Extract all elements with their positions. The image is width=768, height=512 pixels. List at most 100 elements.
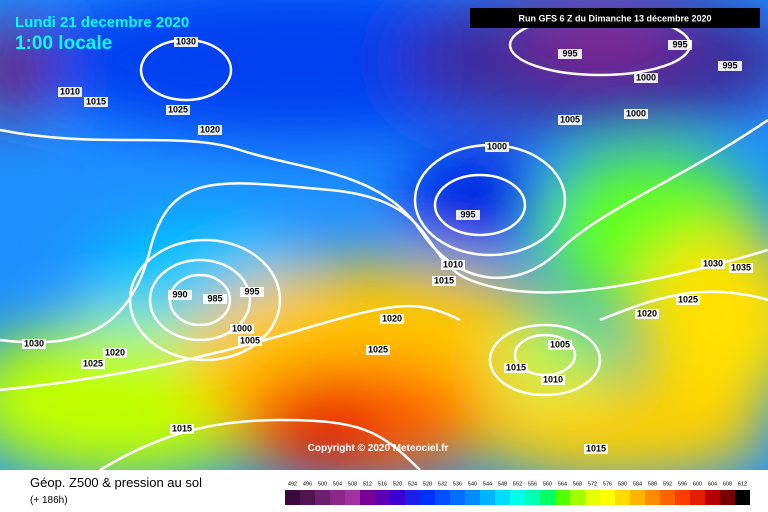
legend-swatch [285, 490, 300, 505]
isobar-label: 1020 [200, 124, 220, 134]
legend-swatch [675, 490, 690, 505]
legend-swatch [630, 490, 645, 505]
isobar-label-bg [168, 290, 192, 300]
legend-label: 576 [603, 481, 612, 487]
legend-swatch [450, 490, 465, 505]
isobar-label-bg [198, 125, 222, 135]
legend-label: 520 [393, 481, 402, 487]
legend-swatch [330, 490, 345, 505]
legend-label: 500 [318, 481, 327, 487]
header: Lundi 21 decembre 2020 1:00 locale Run G… [15, 8, 760, 454]
isobar-label-bg [366, 345, 390, 355]
legend-swatch [435, 490, 450, 505]
isobar-label-bg [456, 210, 480, 220]
isobar-label-bg [701, 259, 725, 269]
isobar-label: 995 [460, 209, 475, 219]
isobar-label: 1025 [168, 104, 188, 114]
legend-label: 564 [558, 481, 567, 487]
legend-label: 536 [453, 481, 462, 487]
isobar-label: 1010 [443, 259, 463, 269]
legend-swatch [690, 490, 705, 505]
isobar-label: 995 [722, 60, 737, 70]
isobar-label: 1015 [172, 423, 192, 433]
legend-label: 604 [708, 481, 717, 487]
legend-swatch [405, 490, 420, 505]
isobar-label: 1000 [487, 141, 507, 151]
legend-swatch [510, 490, 525, 505]
isobar-label-bg [380, 314, 404, 324]
isobar-label-bg [22, 339, 46, 349]
footer-title: Géop. Z500 & pression au sol [30, 475, 202, 490]
legend-swatch [720, 490, 735, 505]
isobar-label: 1000 [232, 323, 252, 333]
legend-swatch [705, 490, 720, 505]
legend-label: 584 [633, 481, 642, 487]
isobar-label-bg [58, 87, 82, 97]
legend-label: 572 [588, 481, 597, 487]
isobar-label: 995 [562, 48, 577, 58]
legend-label: 532 [438, 481, 447, 487]
isobar-label: 1005 [550, 339, 570, 349]
isobar-label: 995 [672, 39, 687, 49]
isobar-label: 1020 [637, 308, 657, 318]
legend-swatch [345, 490, 360, 505]
isobar-label-bg [668, 40, 692, 50]
legend-label: 560 [543, 481, 552, 487]
isobar-labels: 1030 1010 1015 1025 1020 995 995 995 1000 1000 100… [22, 36, 753, 454]
time: 1:00 locale [15, 33, 112, 54]
legend-swatch [615, 490, 630, 505]
legend: 492 496 500 504 508 512 516 520 524 528 532 536 540 5… [285, 481, 750, 505]
legend-label: 600 [693, 481, 702, 487]
legend-label: 552 [513, 481, 522, 487]
isobar-label-bg [174, 37, 198, 47]
legend-swatch [570, 490, 585, 505]
legend-label: 492 [288, 481, 297, 487]
isobar-label: 1015 [434, 275, 454, 285]
legend-swatch [480, 490, 495, 505]
legend-label: 556 [528, 481, 537, 487]
legend-label: 608 [723, 481, 732, 487]
isobar-label: 1025 [368, 344, 388, 354]
legend-label: 548 [498, 481, 507, 487]
legend-swatch [360, 490, 375, 505]
legend-label: 580 [618, 481, 627, 487]
isobar-label: 990 [172, 289, 187, 299]
copyright: Copyright © 2020 Meteociel.fr [308, 443, 449, 454]
legend-swatch [300, 490, 315, 505]
legend-label: 524 [408, 481, 417, 487]
isobar-label-bg [558, 49, 582, 59]
legend-label: 540 [468, 481, 477, 487]
legend-label: 504 [333, 481, 342, 487]
legend-label: 496 [303, 481, 312, 487]
legend-label: 516 [378, 481, 387, 487]
isobar-label-bg [676, 295, 700, 305]
legend-swatch [420, 490, 435, 505]
isobar-label-bg [548, 340, 572, 350]
legend-swatch [525, 490, 540, 505]
legend-swatch [315, 490, 330, 505]
date: Lundi 21 decembre 2020 [15, 14, 189, 31]
legend-swatch [660, 490, 675, 505]
legend-swatch [375, 490, 390, 505]
isobar-label: 1030 [176, 36, 196, 46]
isobar-label: 1005 [240, 335, 260, 345]
isobar-label-bg [635, 309, 659, 319]
legend-swatch [645, 490, 660, 505]
legend-swatch [735, 490, 750, 505]
isobar-label-bg [541, 375, 565, 385]
isobar-label-bg [634, 73, 658, 83]
isobar-label: 1035 [731, 262, 751, 272]
isobar-label-bg [485, 142, 509, 152]
legend-label: 592 [663, 481, 672, 487]
isobar-label: 1025 [678, 294, 698, 304]
legend-swatch [555, 490, 570, 505]
isobar-label: 995 [244, 286, 259, 296]
isobar-label-bg [240, 287, 264, 297]
isobar-label-bg [238, 336, 262, 346]
isobar-label-bg [558, 115, 582, 125]
isobar-label: 1010 [543, 374, 563, 384]
legend-swatch [540, 490, 555, 505]
legend-label: 544 [483, 481, 492, 487]
isobar-label-bg [718, 61, 742, 71]
